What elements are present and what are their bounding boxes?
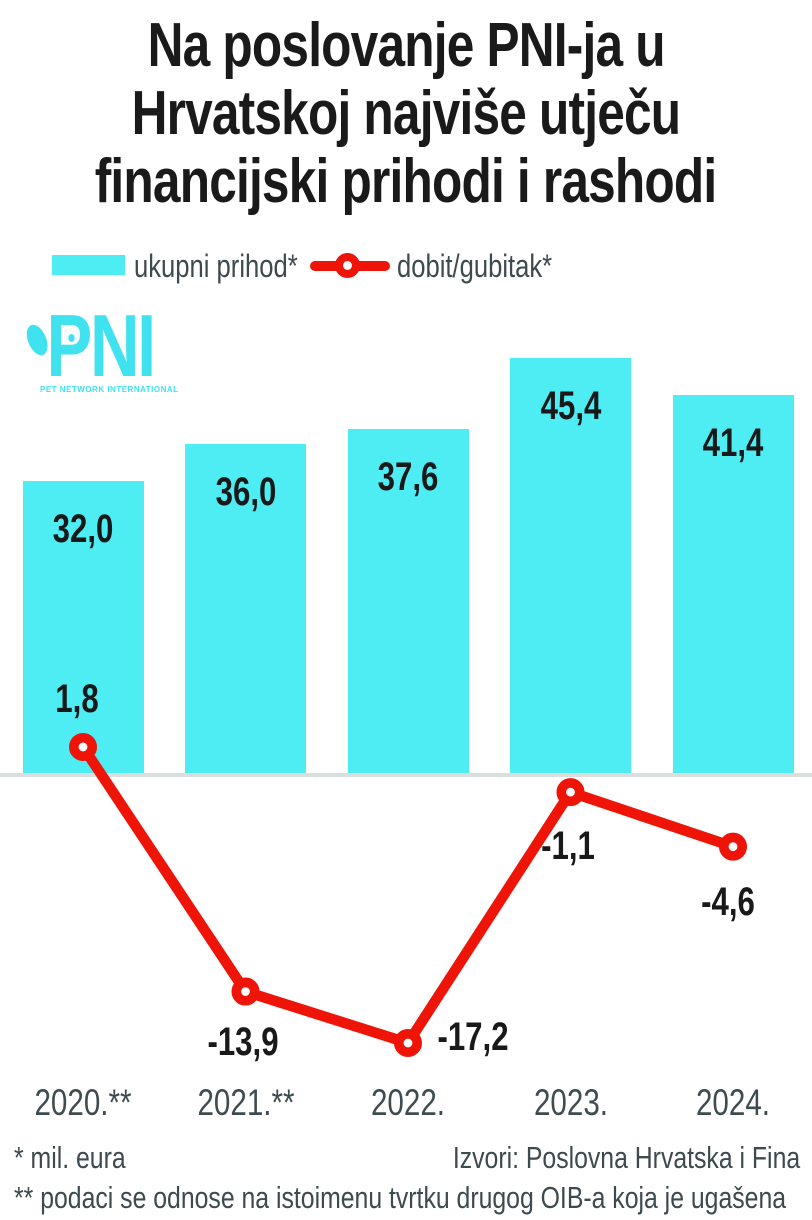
legend-line-marker-icon [335, 253, 360, 278]
footnote-unit: * mil. eura [14, 1140, 126, 1175]
line-value-label-2024.: -4,6 [701, 879, 755, 924]
line-value-label-2021.**: -13,9 [206, 1019, 279, 1064]
line-marker-2023. [556, 778, 585, 807]
legend: ukupni prihod* dobit/gubitak* [0, 248, 812, 284]
line-marker-2024. [718, 832, 747, 861]
line-marker-2022. [393, 1028, 422, 1057]
bar-2024. [672, 394, 794, 775]
line-marker-2021.** [231, 977, 260, 1006]
bar-value-label-2023.: 45,4 [540, 383, 601, 428]
chart-title: Na poslovanje PNI-ja u Hrvatskoj najviše… [0, 12, 812, 216]
title-line-2: Hrvatskoj najviše utječu [131, 79, 681, 148]
bar-2022. [347, 429, 469, 775]
line-value-label-2023.: -1,1 [540, 824, 595, 869]
bar-value-label-2020.**: 32,0 [52, 506, 114, 551]
pni-logo-wordmark: PNI [47, 308, 154, 395]
legend-bar-swatch [52, 255, 125, 275]
title-line-3: financijski prihodi i rashodi [95, 147, 718, 216]
pni-logo-tagline: PET NETWORK INTERNATIONAL [40, 385, 179, 394]
bar-value-label-2024.: 41,4 [702, 420, 764, 465]
bar-2020.** [22, 480, 144, 775]
pni-logo-graphic: PNI PET NETWORK INTERNATIONAL [26, 297, 179, 395]
x-axis-label-2024.: 2024. [695, 1082, 771, 1123]
x-axis-label-2023.: 2023. [533, 1082, 608, 1123]
x-axis-label-2022.: 2022. [370, 1082, 446, 1123]
dog-eye-dot [68, 334, 75, 342]
line-value-label-2020.**: 1,8 [55, 676, 99, 721]
x-axis-label-2021.**: 2021.** [196, 1082, 295, 1123]
profit-loss-line [77, 741, 739, 1049]
line-value-label-2022.: -17,2 [437, 1014, 509, 1059]
bar-value-label-2022.: 37,6 [377, 455, 439, 500]
legend-bar-label: ukupni prihod* [134, 248, 298, 284]
bar-2023. [510, 357, 631, 775]
zero-axis-line [0, 773, 812, 777]
source-note: Izvori: Poslovna Hrvatska i Fina [452, 1140, 800, 1175]
bar-2021.** [185, 444, 306, 775]
dog-ear-shape [26, 324, 48, 356]
x-axis-label-2020.**: 2020.** [34, 1082, 132, 1123]
footnote-oib: ** podaci se odnose na istoimenu tvrtku … [14, 1180, 787, 1215]
legend-line-label: dobit/gubitak* [397, 248, 553, 284]
bar-value-label-2021.**: 36,0 [215, 470, 276, 515]
title-line-1: Na poslovanje PNI-ja u [147, 11, 665, 80]
pni-logo: PNI PET NETWORK INTERNATIONAL [20, 297, 190, 398]
